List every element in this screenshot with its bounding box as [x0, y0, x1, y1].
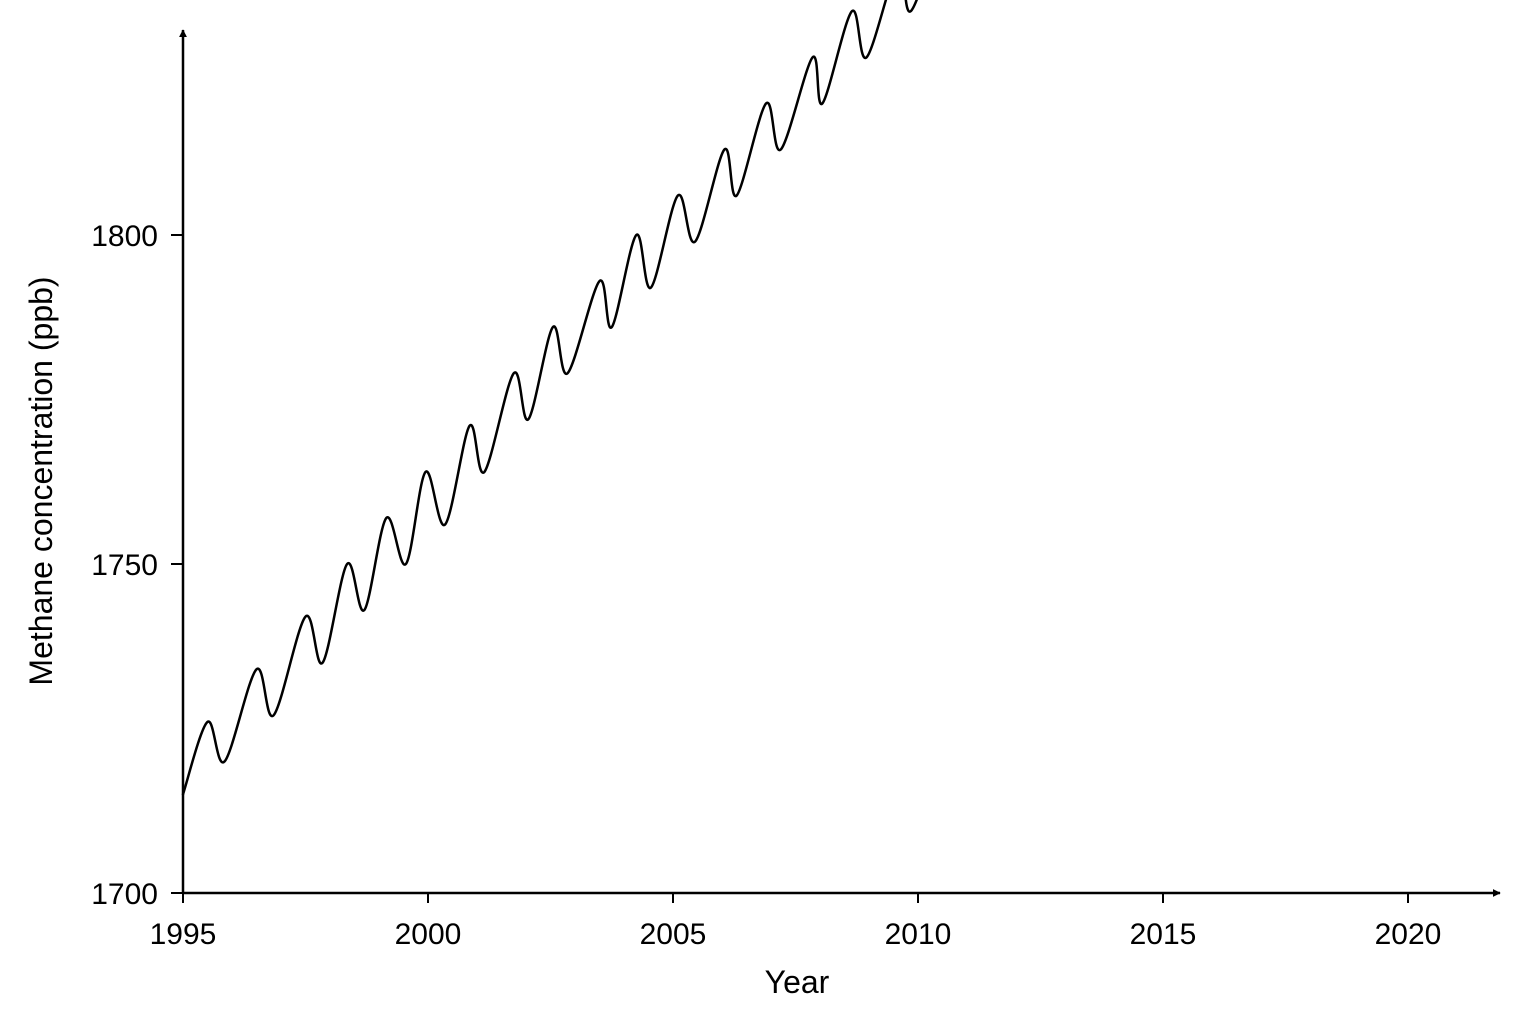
x-tick-label: 2020 — [1375, 918, 1442, 951]
y-tick-label: 1750 — [91, 549, 158, 582]
x-axis-title: Year — [765, 964, 830, 1000]
x-tick-label: 2010 — [885, 918, 952, 951]
y-axis-ticks: 170017501800185019001950 — [91, 220, 183, 911]
x-tick-label: 2000 — [395, 918, 462, 951]
methane-series-line — [181, 0, 918, 796]
x-tick-label: 2015 — [1130, 918, 1197, 951]
x-tick-label: 2005 — [640, 918, 707, 951]
y-axis-title: Methane concentration (ppb) — [23, 276, 59, 685]
x-axis-ticks: 1995 2000 2005 2010 2015 2020 — [150, 893, 1442, 951]
y-tick-label: 1800 — [91, 220, 158, 253]
y-tick-label: 1700 — [91, 878, 158, 911]
x-tick-label: 1995 — [150, 918, 217, 951]
